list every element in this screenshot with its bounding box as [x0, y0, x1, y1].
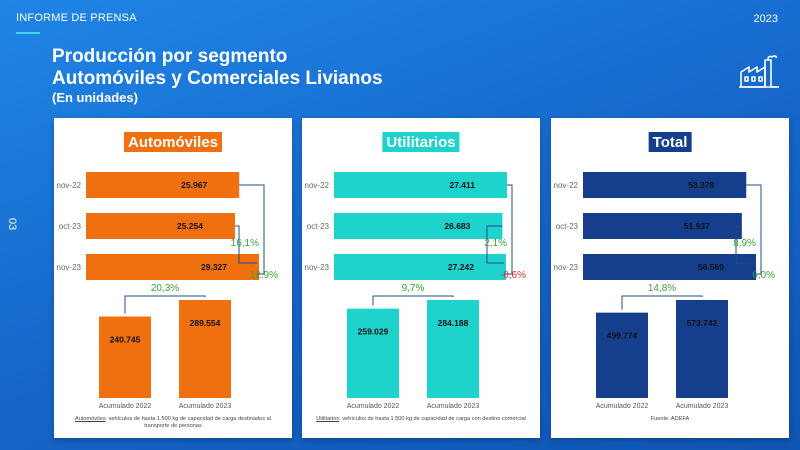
- chart-card-total: Total nov-22 53.378 oct-23 51.937 nov-23 56.5…: [551, 118, 789, 438]
- change-yoy-label: 6,0%: [752, 270, 775, 281]
- month-value-label: 56.569: [698, 262, 724, 272]
- change-bracket-yoy: [746, 184, 762, 275]
- month-value-label: 27.242: [448, 262, 474, 272]
- month-bar: [583, 254, 756, 280]
- accumulated-value-label: 499.774: [607, 331, 638, 341]
- accumulated-bar: [596, 312, 648, 398]
- chart-svg: nov-22 53.378 oct-23 51.937 nov-23 56.569 8,9%…: [554, 172, 775, 410]
- chart-footnote: Fuente: ADEFA: [559, 416, 781, 423]
- chart-footnote: Automóviles: vehículos de hasta 1.500 kg…: [62, 416, 284, 430]
- month-bar: [583, 213, 742, 239]
- change-bracket-ytd: [372, 295, 454, 306]
- chart-footnote: Utilitarios: vehículos de hasta 1.500 kg…: [310, 416, 532, 423]
- title-line-2: Automóviles y Comerciales Livianos: [52, 68, 383, 89]
- chart-svg: nov-22 25.967 oct-23 25.254 nov-23 29.327 16,1…: [57, 172, 278, 410]
- accumulated-value-label: 289.554: [190, 318, 221, 328]
- footnote-text: : vehículos de hasta 1.500 kg de capacid…: [105, 416, 271, 429]
- month-bar: [86, 254, 259, 280]
- accumulated-bar: [676, 300, 728, 398]
- accumulated-bar: [427, 300, 479, 398]
- report-label: INFORME DE PRENSA: [16, 12, 137, 24]
- accumulated-value-label: 240.745: [110, 335, 141, 345]
- month-category-label: nov-23: [554, 263, 579, 272]
- chart-card-automoviles: Automóviles nov-22 25.967 oct-23 25.254 nov-…: [54, 118, 292, 438]
- month-category-label: nov-22: [57, 181, 82, 190]
- chart-title: Utilitarios: [382, 132, 460, 152]
- accumulated-value-label: 573.742: [687, 318, 718, 328]
- change-ytd-label: 14,8%: [648, 283, 676, 294]
- chart-svg: nov-22 27.411 oct-23 26.683 nov-23 27.242 2,1%…: [305, 172, 526, 410]
- change-mom-label: 2,1%: [484, 238, 507, 249]
- month-category-label: oct-23: [59, 222, 82, 231]
- footnote-term: Automóviles: [75, 416, 106, 422]
- change-bracket-ytd: [621, 295, 703, 310]
- change-ytd-label: 9,7%: [402, 283, 425, 294]
- footnote-text: Fuente: ADEFA: [650, 416, 690, 422]
- chart-title: Total: [648, 132, 692, 152]
- page-subtitle: (En unidades): [52, 90, 138, 105]
- month-category-label: oct-23: [307, 222, 330, 231]
- change-bracket-ytd: [124, 295, 206, 314]
- month-category-label: oct-23: [556, 222, 579, 231]
- accumulated-category-label: Acumulado 2022: [99, 403, 152, 410]
- change-bracket-mom: [234, 225, 257, 264]
- month-bar: [334, 172, 507, 198]
- month-value-label: 51.937: [684, 221, 710, 231]
- month-value-label: 29.327: [201, 262, 227, 272]
- footnote-text: : vehículos de hasta 1.500 kg de capacid…: [339, 416, 526, 422]
- change-mom-label: 16,1%: [231, 238, 259, 249]
- month-category-label: nov-23: [57, 263, 82, 272]
- month-value-label: 25.254: [177, 221, 203, 231]
- month-value-label: 26.683: [444, 221, 470, 231]
- page-number: 03: [6, 218, 18, 231]
- accumulated-bar: [99, 316, 151, 398]
- change-mom-label: 8,9%: [733, 238, 756, 249]
- accumulated-bar: [347, 308, 399, 398]
- month-value-label: 25.967: [181, 180, 207, 190]
- change-bracket-mom: [735, 225, 754, 264]
- month-bar: [334, 254, 506, 280]
- change-yoy-label: -0,6%: [500, 270, 526, 281]
- chart-card-utilitarios: Utilitarios nov-22 27.411 oct-23 26.683 nov-…: [302, 118, 540, 438]
- page-title: Producción por segmento Automóviles y Co…: [52, 46, 383, 90]
- change-bracket-mom: [486, 225, 504, 264]
- change-yoy-label: 12,9%: [250, 270, 278, 281]
- accumulated-bar: [179, 300, 231, 398]
- month-bar: [86, 172, 240, 198]
- month-category-label: nov-23: [305, 263, 330, 272]
- accumulated-category-label: Acumulado 2022: [347, 403, 400, 410]
- accumulated-category-label: Acumulado 2023: [676, 403, 729, 410]
- accumulated-category-label: Acumulado 2022: [596, 403, 649, 410]
- accumulated-category-label: Acumulado 2023: [427, 403, 480, 410]
- accumulated-category-label: Acumulado 2023: [179, 403, 232, 410]
- month-bar: [334, 213, 503, 239]
- change-ytd-label: 20,3%: [151, 283, 179, 294]
- change-bracket-yoy: [503, 184, 513, 275]
- factory-icon: [739, 55, 779, 88]
- accumulated-value-label: 259.029: [358, 327, 389, 337]
- chart-title: Automóviles: [123, 132, 223, 152]
- title-line-1: Producción por segmento: [52, 46, 288, 67]
- month-category-label: nov-22: [305, 181, 330, 190]
- month-value-label: 53.378: [688, 180, 714, 190]
- month-bar: [583, 172, 747, 198]
- month-bar: [86, 213, 235, 239]
- accumulated-value-label: 284.188: [438, 318, 469, 328]
- footnote-term: Utilitarios: [316, 416, 340, 422]
- month-value-label: 27.411: [449, 180, 475, 190]
- report-year: 2023: [753, 13, 778, 25]
- month-category-label: nov-22: [554, 181, 579, 190]
- header-underline: [16, 32, 40, 34]
- change-bracket-yoy: [239, 184, 265, 275]
